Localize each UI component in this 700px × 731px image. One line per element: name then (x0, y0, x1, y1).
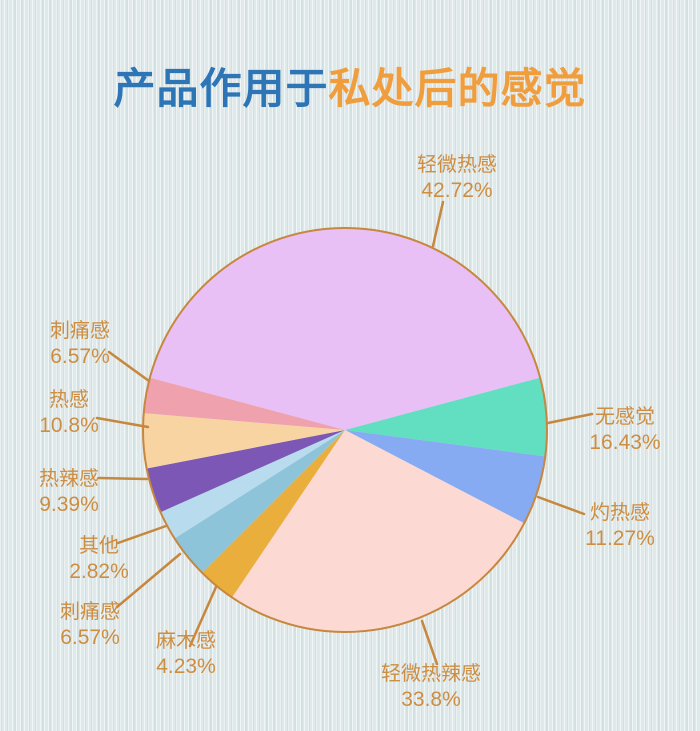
callout-label: 刺痛感 (50, 320, 110, 342)
pie-slice-8 (142, 413, 345, 469)
pie-slice-9 (143, 377, 345, 430)
pie-slice-2 (345, 430, 546, 524)
pie-slice-7 (146, 430, 345, 513)
leader-line-4 (188, 585, 218, 648)
callout-no-feeling: 无感觉 16.43% (545, 404, 700, 456)
callout-label: 热辣感 (39, 468, 99, 490)
pie-slice-5 (174, 430, 345, 573)
pie-slice-1 (345, 377, 548, 457)
leader-line-3 (420, 619, 439, 666)
callout-value: 42.72% (421, 179, 493, 202)
pie-slice-0 (149, 228, 541, 430)
callout-label: 其他 (79, 535, 119, 557)
pie-slice-6 (160, 430, 345, 539)
callout-other: 其他 2.82% (19, 533, 179, 585)
callout-hot-spicy: 热辣感 9.39% (0, 466, 149, 518)
callout-value: 4.23% (156, 655, 216, 678)
leader-line-6 (116, 524, 168, 545)
callout-value: 6.57% (60, 626, 120, 649)
title-part-orange: 私处后的感觉 (328, 65, 587, 112)
pie-slice-4 (202, 430, 345, 598)
callout-stinging-top: 刺痛感 6.57% (0, 318, 160, 370)
callout-label: 麻木感 (156, 630, 216, 652)
callout-numbness: 麻木感 4.23% (106, 628, 266, 680)
callout-label: 无感觉 (595, 406, 655, 428)
leader-line-0 (431, 200, 445, 248)
pie-outline (142, 227, 548, 633)
callout-mild-heat: 轻微热感 42.72% (377, 152, 537, 204)
callout-label: 刺痛感 (60, 601, 120, 623)
callout-stinging-bottom: 刺痛感 6.57% (10, 599, 170, 651)
pie-slice-3 (232, 430, 525, 633)
callout-scorching-heat: 灼热感 11.27% (540, 500, 700, 552)
leader-line-7 (97, 476, 149, 481)
leader-line-1 (546, 412, 594, 425)
callout-heat: 热感 10.8% (0, 387, 149, 439)
callout-label: 轻微热辣感 (381, 663, 481, 685)
callout-value: 11.27% (585, 527, 655, 550)
callout-value: 10.8% (39, 414, 99, 437)
callout-value: 16.43% (589, 431, 661, 454)
page-title: 产品作用于私处后的感觉 (0, 65, 700, 112)
callout-value: 9.39% (39, 493, 99, 516)
callout-value: 6.57% (50, 345, 110, 368)
callout-value: 2.82% (69, 560, 129, 583)
callout-value: 33.8% (401, 688, 461, 711)
callout-label: 灼热感 (590, 502, 650, 524)
leader-line-5 (115, 552, 182, 609)
leader-line-2 (536, 495, 586, 516)
callout-label: 热感 (49, 389, 89, 411)
leader-line-8 (95, 416, 150, 429)
callout-label: 轻微热感 (417, 154, 497, 176)
callout-mild-hot-spicy: 轻微热辣感 33.8% (341, 661, 521, 713)
title-part-blue: 产品作用于 (113, 65, 329, 112)
leader-line-9 (107, 350, 151, 383)
